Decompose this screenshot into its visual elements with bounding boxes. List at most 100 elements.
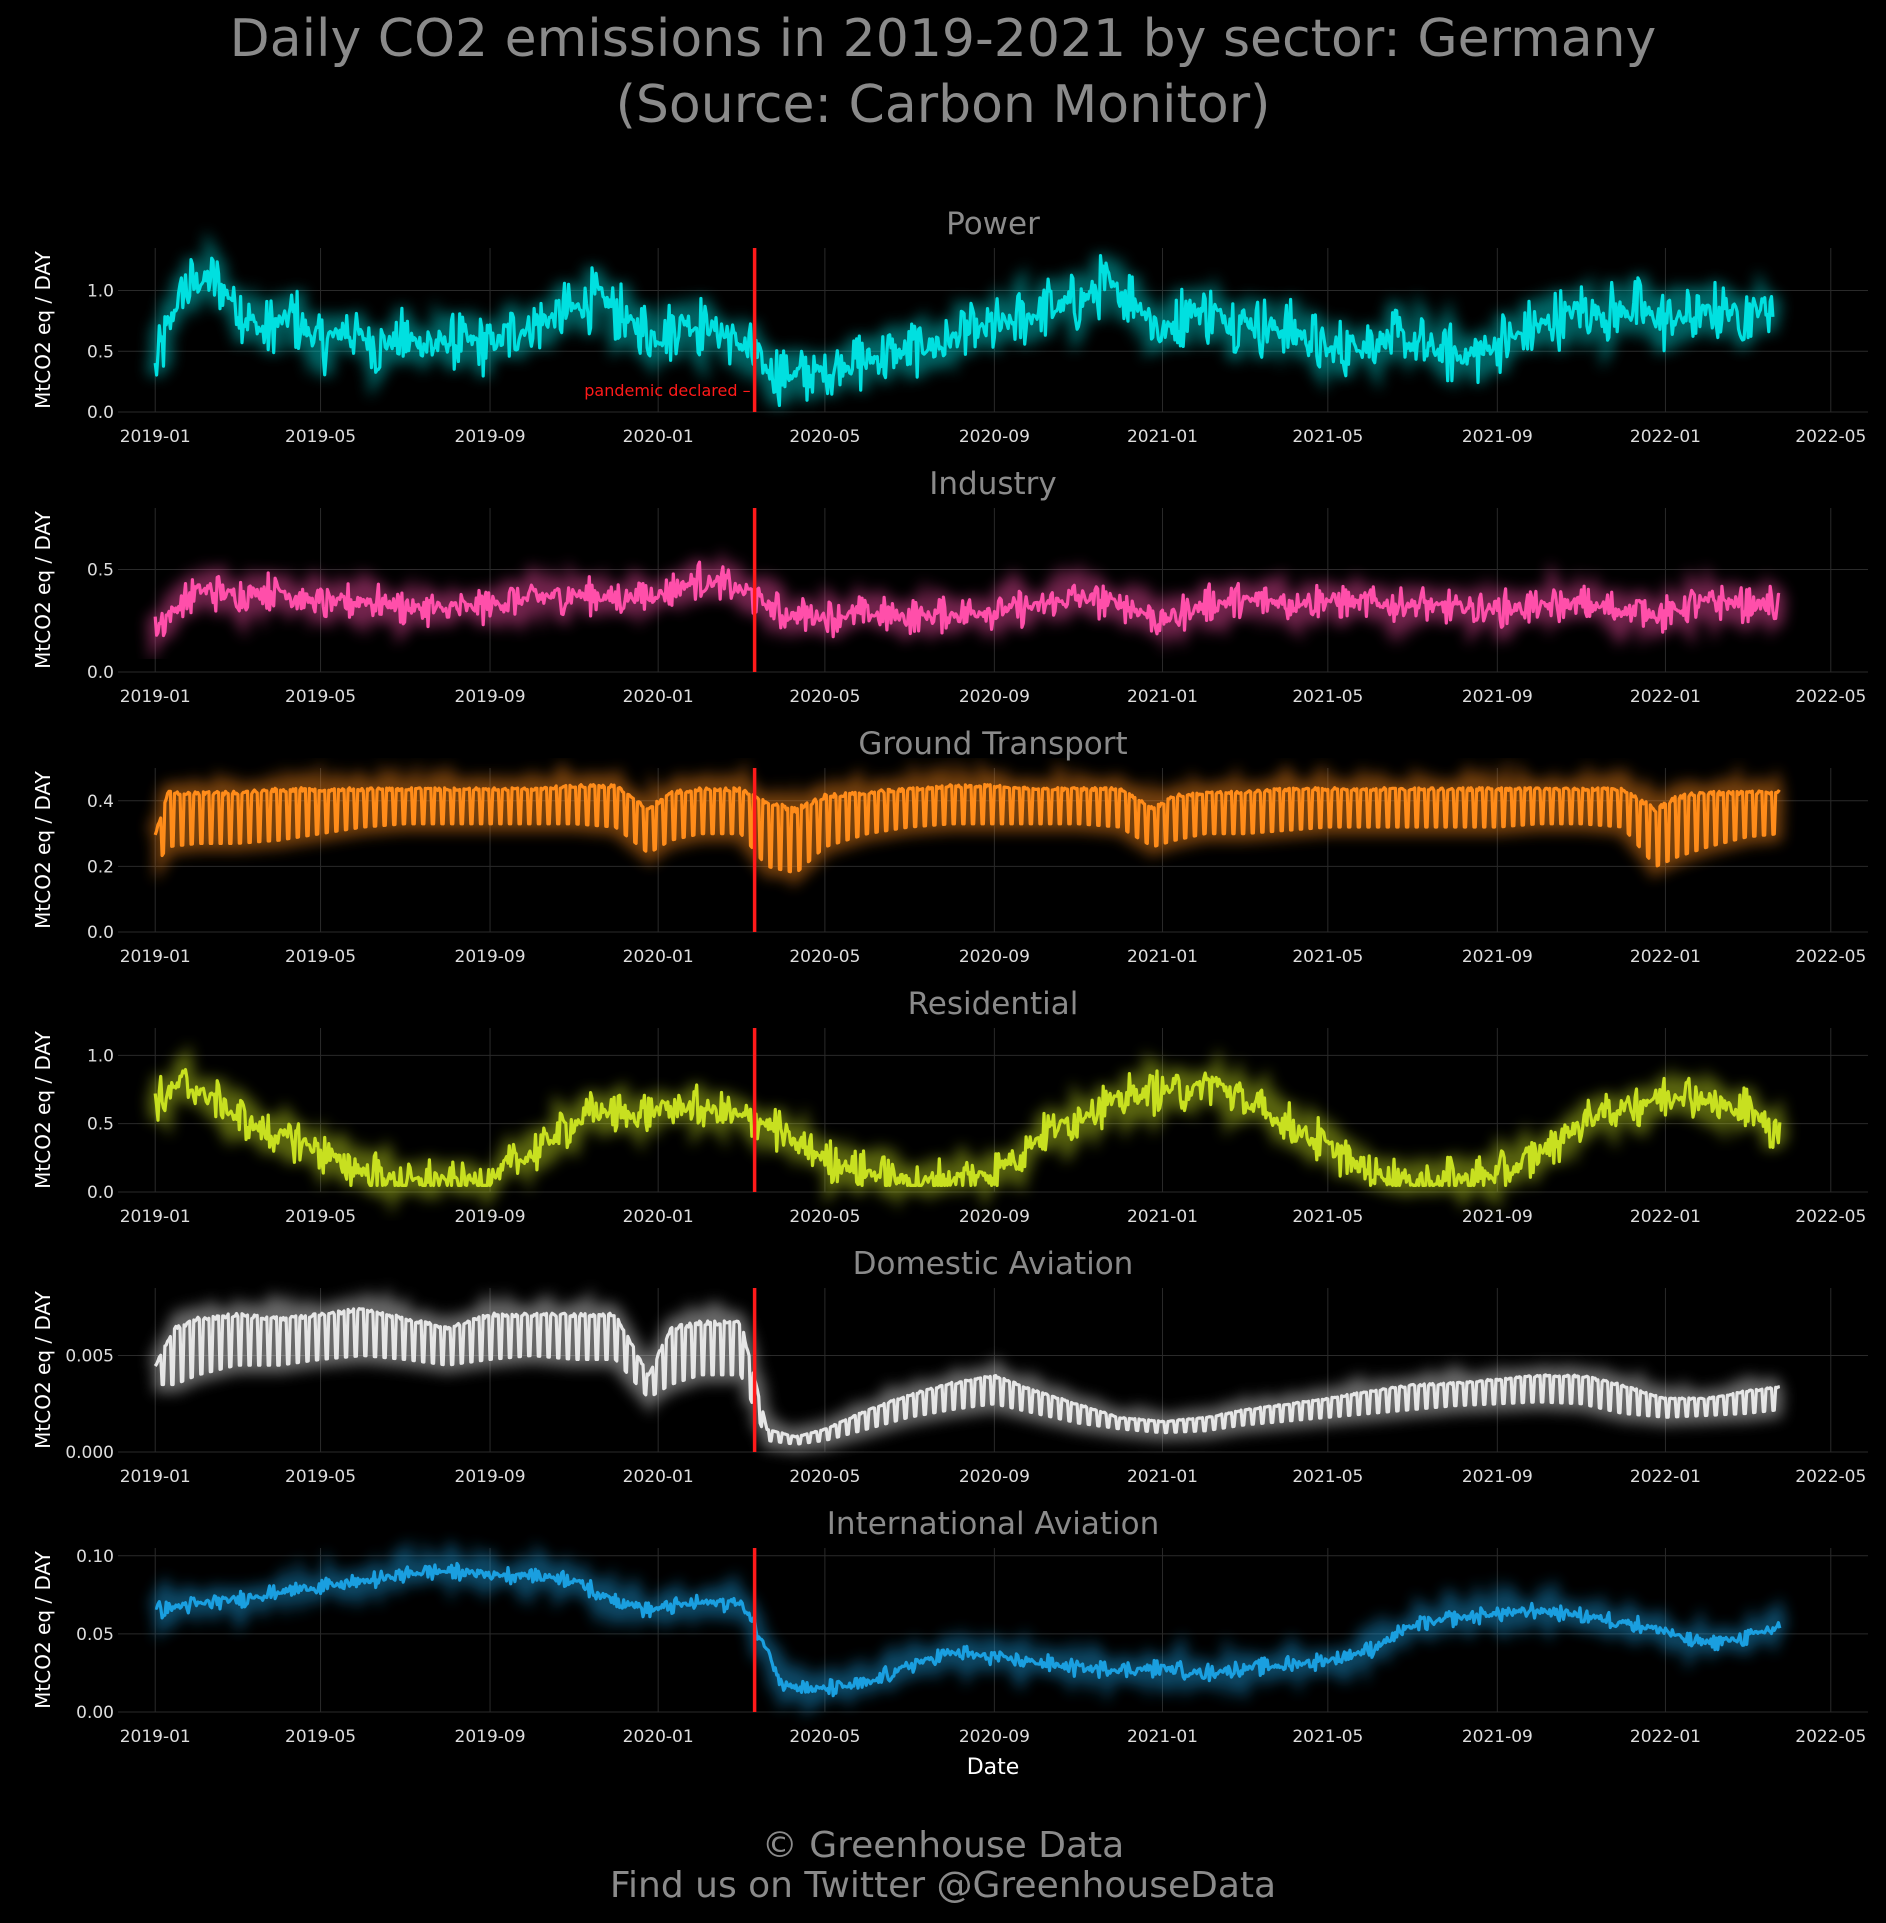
x-tick-label: 2019-05 — [285, 1727, 356, 1747]
y-axis-label: MtCO2 eq / DAY — [31, 1290, 55, 1449]
chart-title-line-1: Daily CO2 emissions in 2019-2021 by sect… — [229, 9, 1657, 69]
x-tick-label: 2021-05 — [1292, 1467, 1363, 1487]
footer-twitter: Find us on Twitter @GreenhouseData — [609, 1865, 1277, 1906]
y-axis-label: MtCO2 eq / DAY — [31, 1030, 55, 1189]
x-tick-label: 2022-05 — [1795, 687, 1866, 707]
x-tick-label: 2019-01 — [120, 1727, 191, 1747]
x-tick-label: 2021-05 — [1292, 947, 1363, 967]
x-tick-label: 2021-09 — [1462, 947, 1533, 967]
y-tick-label: 0.10 — [76, 1547, 114, 1567]
x-tick-label: 2019-05 — [285, 687, 356, 707]
x-tick-label: 2022-01 — [1630, 427, 1701, 447]
x-tick-label: 2020-01 — [623, 1467, 694, 1487]
x-tick-label: 2020-09 — [959, 1467, 1030, 1487]
x-tick-label: 2020-05 — [789, 1727, 860, 1747]
x-tick-label: 2019-05 — [285, 947, 356, 967]
x-tick-label: 2020-09 — [959, 947, 1030, 967]
y-tick-label: 1.0 — [87, 282, 114, 302]
x-tick-label: 2021-01 — [1127, 687, 1198, 707]
x-tick-label: 2021-05 — [1292, 1207, 1363, 1227]
x-tick-label: 2022-01 — [1630, 1727, 1701, 1747]
x-tick-label: 2022-05 — [1795, 427, 1866, 447]
chart-title-line-2: (Source: Carbon Monitor) — [615, 75, 1271, 135]
series-line-ground-transport — [153, 782, 1781, 874]
x-tick-label: 2019-09 — [455, 687, 526, 707]
x-tick-label: 2021-09 — [1462, 687, 1533, 707]
series-line-power — [153, 254, 1775, 407]
x-tick-label: 2019-01 — [120, 427, 191, 447]
y-tick-label: 0.0 — [87, 923, 114, 943]
x-tick-label: 2021-01 — [1127, 947, 1198, 967]
y-tick-label: 0.05 — [76, 1625, 114, 1645]
x-tick-label: 2020-05 — [789, 687, 860, 707]
panel-title: Domestic Aviation — [853, 1246, 1134, 1282]
x-tick-label: 2020-09 — [959, 1207, 1030, 1227]
y-tick-label: 0.000 — [65, 1443, 114, 1463]
panel-power — [118, 230, 1868, 413]
y-tick-label: 0.5 — [87, 342, 114, 362]
panel-title: International Aviation — [827, 1506, 1159, 1542]
x-tick-label: 2022-01 — [1630, 1207, 1701, 1227]
x-tick-label: 2019-01 — [120, 1207, 191, 1227]
x-tick-label: 2021-01 — [1127, 1467, 1198, 1487]
y-axis-label: MtCO2 eq / DAY — [31, 510, 55, 669]
x-tick-label: 2021-05 — [1292, 1727, 1363, 1747]
series-glow — [149, 1537, 1788, 1720]
x-tick-label: 2021-09 — [1462, 1467, 1533, 1487]
x-tick-label: 2020-09 — [959, 687, 1030, 707]
x-tick-label: 2020-09 — [959, 427, 1030, 447]
x-tick-label: 2022-01 — [1630, 687, 1701, 707]
x-tick-label: 2021-09 — [1462, 1727, 1533, 1747]
x-tick-label: 2022-01 — [1630, 1467, 1701, 1487]
y-tick-label: 0.5 — [87, 561, 114, 581]
x-tick-label: 2021-01 — [1127, 1727, 1198, 1747]
y-axis-label: MtCO2 eq / DAY — [31, 1550, 55, 1709]
x-tick-label: 2019-01 — [120, 687, 191, 707]
x-tick-label: 2020-01 — [623, 1727, 694, 1747]
x-tick-label: 2022-05 — [1795, 1207, 1866, 1227]
x-tick-label: 2019-09 — [455, 1467, 526, 1487]
x-tick-label: 2021-01 — [1127, 427, 1198, 447]
y-tick-label: 0.5 — [87, 1115, 114, 1135]
y-tick-label: 0.2 — [87, 857, 114, 877]
x-tick-label: 2021-05 — [1292, 427, 1363, 447]
x-tick-label: 2022-01 — [1630, 947, 1701, 967]
y-axis-label: MtCO2 eq / DAY — [31, 770, 55, 929]
panel-industry — [118, 508, 1868, 673]
x-tick-label: 2021-01 — [1127, 1207, 1198, 1227]
y-tick-label: 0.4 — [87, 792, 114, 812]
y-tick-label: 0.00 — [76, 1703, 114, 1723]
panel-title: Ground Transport — [858, 726, 1127, 762]
x-tick-label: 2019-09 — [455, 427, 526, 447]
x-tick-label: 2019-01 — [120, 1467, 191, 1487]
x-tick-label: 2022-05 — [1795, 1727, 1866, 1747]
x-tick-label: 2020-05 — [789, 427, 860, 447]
series-line-domestic-aviation — [153, 1307, 1781, 1446]
pandemic-annotation: pandemic declared – — [584, 381, 750, 400]
x-tick-label: 2019-05 — [285, 1207, 356, 1227]
series-glow — [147, 756, 1785, 889]
panel-title: Power — [946, 206, 1040, 242]
y-tick-label: 0.0 — [87, 663, 114, 683]
panel-title: Residential — [908, 986, 1079, 1022]
x-tick-label: 2022-05 — [1795, 947, 1866, 967]
x-tick-label: 2019-05 — [285, 427, 356, 447]
y-axis-label: MtCO2 eq / DAY — [31, 250, 55, 409]
x-tick-label: 2019-01 — [120, 947, 191, 967]
x-tick-label: 2020-05 — [789, 1207, 860, 1227]
x-tick-label: 2021-09 — [1462, 1207, 1533, 1227]
y-tick-label: 0.0 — [87, 1183, 114, 1203]
x-tick-label: 2020-01 — [623, 947, 694, 967]
x-tick-label: 2020-01 — [623, 427, 694, 447]
panel-title: Industry — [929, 466, 1057, 502]
footer-copyright: © Greenhouse Data — [761, 1825, 1125, 1866]
x-tick-label: 2020-01 — [623, 1207, 694, 1227]
y-tick-label: 1.0 — [87, 1046, 114, 1066]
panel-domestic-aviation — [118, 1285, 1868, 1453]
series-line-industry — [153, 560, 1781, 639]
series-line-residential — [153, 1068, 1782, 1187]
x-tick-label: 2020-01 — [623, 687, 694, 707]
x-tick-label: 2020-09 — [959, 1727, 1030, 1747]
